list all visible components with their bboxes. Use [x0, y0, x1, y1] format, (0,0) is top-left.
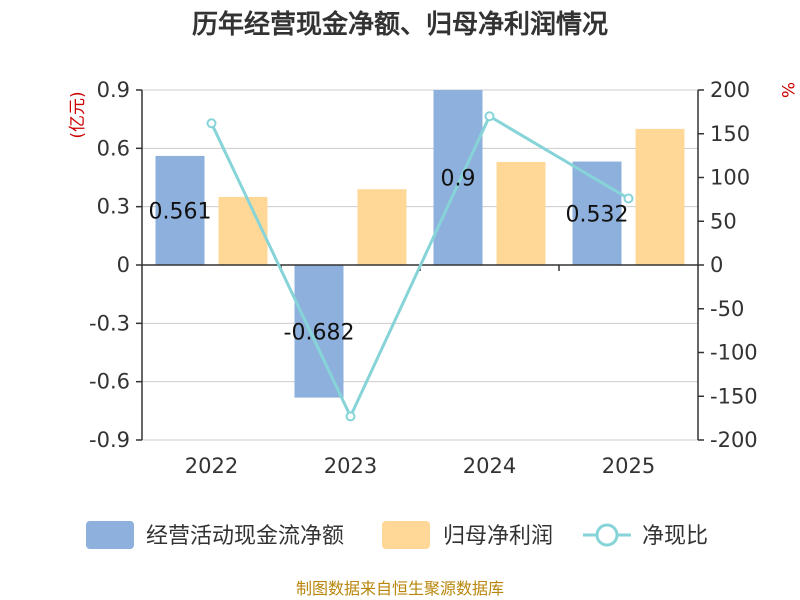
- data-label-cashflow-2022: 0.561: [149, 199, 212, 224]
- bar-net-profit-2025: [635, 128, 685, 265]
- legend-swatch-ratio-marker: [595, 523, 619, 547]
- left-tick-label: -0.3: [89, 311, 130, 335]
- legend-label-ratio: 净现比: [642, 524, 708, 549]
- data-label-cashflow-2025: 0.532: [566, 202, 629, 227]
- right-tick-label: -100: [710, 341, 758, 365]
- legend-label-cashflow: 经营活动现金流净额: [146, 524, 344, 549]
- data-labels: 0.561 -0.682 0.9 0.532: [149, 167, 629, 346]
- right-tick-label: 50: [710, 209, 737, 233]
- bar-net-profit-2023: [357, 189, 407, 265]
- right-tick-label: -200: [710, 428, 758, 452]
- legend: 经营活动现金流净额 归母净利润 净现比: [86, 521, 708, 549]
- right-tick-label: -150: [710, 384, 758, 408]
- ratio-line: [206, 111, 634, 422]
- left-tick-label: 0.6: [97, 136, 130, 160]
- data-label-cashflow-2024: 0.9: [441, 167, 476, 192]
- chart-title: 历年经营现金净额、归母净利润情况: [192, 9, 608, 40]
- left-tick-label: 0.3: [97, 195, 130, 219]
- right-tick-label: 0: [710, 253, 723, 277]
- ratio-point-2025: [623, 193, 634, 204]
- left-axis-unit: (亿元): [68, 91, 88, 138]
- legend-swatch-net-profit: [382, 521, 430, 549]
- left-tick-label: 0.9: [97, 78, 130, 102]
- x-tick-label: 2025: [602, 454, 655, 478]
- bar-cashflow-2024: [433, 90, 483, 265]
- x-axis: 2022 2023 2024 2025: [142, 264, 698, 478]
- left-axis: 0.9 0.6 0.3 0 -0.3 -0.6 -0.9: [89, 78, 143, 452]
- data-label-cashflow-2023: -0.682: [284, 320, 355, 345]
- right-tick-label: 150: [710, 122, 750, 146]
- bar-cashflow-2022: [155, 155, 205, 265]
- bar-net-profit-2022: [218, 196, 268, 265]
- ratio-point-2023: [345, 411, 356, 422]
- source-note: 制图数据来自恒生聚源数据库: [296, 579, 504, 598]
- legend-swatch-cashflow: [86, 521, 134, 549]
- right-axis: 200 150 100 50 0 -50 -100 -150 -200: [697, 78, 758, 452]
- ratio-point-2022: [206, 118, 217, 129]
- x-tick-label: 2024: [463, 454, 516, 478]
- ratio-point-2024: [484, 111, 495, 122]
- x-tick-label: 2023: [324, 454, 377, 478]
- right-axis-unit: %: [777, 82, 797, 98]
- right-tick-label: -50: [710, 297, 744, 321]
- x-tick-label: 2022: [185, 454, 238, 478]
- left-tick-label: -0.9: [89, 428, 130, 452]
- legend-label-net-profit: 归母净利润: [443, 524, 553, 549]
- ratio-series-line: [210, 114, 630, 420]
- left-tick-label: 0: [117, 253, 130, 277]
- left-tick-label: -0.6: [89, 370, 130, 394]
- bars: [155, 90, 685, 398]
- bar-net-profit-2024: [496, 161, 546, 265]
- right-tick-label: 200: [710, 78, 750, 102]
- bar-cashflow-2023: [294, 265, 344, 398]
- right-tick-label: 100: [710, 166, 750, 190]
